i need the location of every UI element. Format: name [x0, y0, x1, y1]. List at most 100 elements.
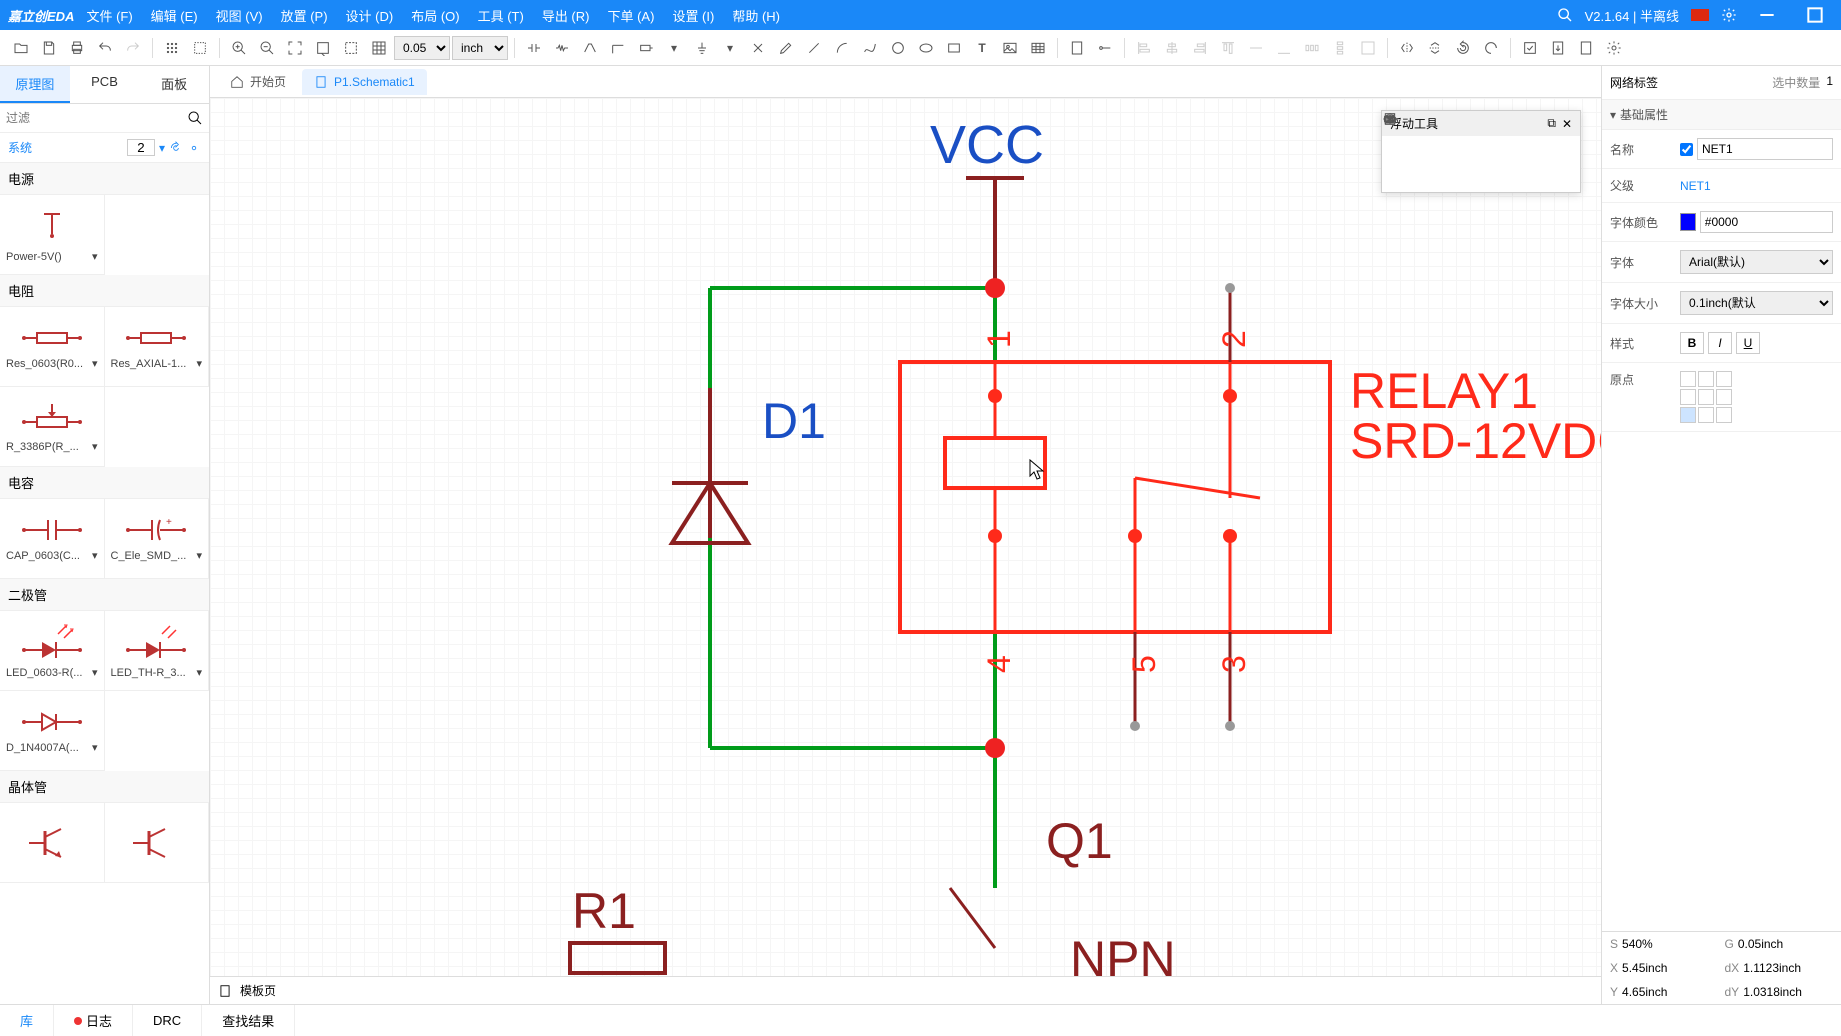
save-icon[interactable]	[36, 35, 62, 61]
lib-item[interactable]: Power-5V()▾	[0, 195, 105, 275]
cat-diode[interactable]: 二极管	[0, 579, 209, 611]
rect-icon[interactable]	[941, 35, 967, 61]
lib-item[interactable]: D_1N4007A(...▾	[0, 691, 105, 771]
zoom-area-icon[interactable]	[310, 35, 336, 61]
fp-net-icon[interactable]	[1492, 142, 1510, 160]
page-input[interactable]	[127, 139, 155, 156]
grid-size-select[interactable]: 0.05	[394, 36, 450, 60]
align-t-icon[interactable]	[1215, 35, 1241, 61]
schematic-canvas[interactable]: VCC D1	[210, 98, 1601, 976]
export-icon[interactable]	[1545, 35, 1571, 61]
bezier-icon[interactable]	[857, 35, 883, 61]
dock-icon[interactable]: ⧉	[1547, 116, 1556, 131]
menu-design[interactable]: 设计 (D)	[346, 6, 394, 25]
grid-align-icon[interactable]	[1355, 35, 1381, 61]
color-swatch[interactable]	[1680, 213, 1696, 231]
select-icon[interactable]	[187, 35, 213, 61]
lib-item[interactable]: LED_TH-R_3...▾	[105, 611, 210, 691]
align-r-icon[interactable]	[1187, 35, 1213, 61]
line-icon[interactable]	[801, 35, 827, 61]
lib-item[interactable]: LED_0603-R(...▾	[0, 611, 105, 691]
menu-layout[interactable]: 布局 (O)	[411, 6, 459, 25]
dist-v-icon[interactable]	[1327, 35, 1353, 61]
menu-place[interactable]: 放置 (P)	[281, 6, 328, 25]
fp-x-icon[interactable]	[1414, 168, 1432, 186]
menu-settings[interactable]: 设置 (I)	[672, 6, 714, 25]
bus-icon[interactable]	[605, 35, 631, 61]
mirror-h-icon[interactable]	[1394, 35, 1420, 61]
cat-capacitor[interactable]: 电容	[0, 467, 209, 499]
noconnect-icon[interactable]	[745, 35, 771, 61]
cat-transistor[interactable]: 晶体管	[0, 771, 209, 803]
lib-item[interactable]: Res_0603(R0...▾	[0, 307, 105, 387]
lib-item[interactable]: R_3386P(R_...▾	[0, 387, 105, 467]
ellipse-icon[interactable]	[913, 35, 939, 61]
pin-icon[interactable]	[1092, 35, 1118, 61]
grid-dots-icon[interactable]	[159, 35, 185, 61]
lib-item[interactable]	[0, 803, 105, 883]
menu-tools[interactable]: 工具 (T)	[478, 6, 524, 25]
bold-button[interactable]: B	[1680, 332, 1704, 354]
float-panel[interactable]: 浮动工具 ⧉ ✕	[1381, 110, 1581, 193]
color-input[interactable]	[1700, 211, 1833, 233]
menu-export[interactable]: 导出 (R)	[542, 6, 590, 25]
tab-schematic[interactable]: 原理图	[0, 66, 70, 103]
align-c-icon[interactable]	[1159, 35, 1185, 61]
print-icon[interactable]	[64, 35, 90, 61]
italic-button[interactable]: I	[1708, 332, 1732, 354]
circle-icon[interactable]	[885, 35, 911, 61]
fp-line-icon[interactable]	[1440, 168, 1458, 186]
power-icon[interactable]: ▾	[661, 35, 687, 61]
chevron-down-icon[interactable]: ▾	[159, 141, 165, 155]
unit-select[interactable]: inch	[452, 36, 508, 60]
undo-icon[interactable]	[92, 35, 118, 61]
search-icon[interactable]	[187, 110, 203, 126]
netlabel-icon[interactable]	[633, 35, 659, 61]
port-icon[interactable]: ▾	[717, 35, 743, 61]
parent-link[interactable]: NET1	[1680, 179, 1711, 193]
cat-resistor[interactable]: 电阻	[0, 275, 209, 307]
zoom-in-icon[interactable]	[226, 35, 252, 61]
lib-item[interactable]: Res_AXIAL-1...▾	[105, 307, 210, 387]
tab-panel[interactable]: 面板	[139, 66, 209, 103]
table-icon[interactable]	[1025, 35, 1051, 61]
menu-order[interactable]: 下单 (A)	[607, 6, 654, 25]
align-b-icon[interactable]	[1271, 35, 1297, 61]
btab-lib[interactable]: 库	[0, 1005, 54, 1036]
maximize-button[interactable]	[1797, 0, 1833, 30]
pen-icon[interactable]	[773, 35, 799, 61]
gear-icon[interactable]	[187, 141, 201, 155]
flag-icon[interactable]	[1691, 9, 1709, 21]
zoom-sel-icon[interactable]	[338, 35, 364, 61]
fp-wire-icon[interactable]	[1388, 142, 1406, 160]
fp-sheet-icon[interactable]	[1388, 168, 1406, 186]
redo-icon[interactable]	[120, 35, 146, 61]
search-icon[interactable]	[1557, 7, 1573, 23]
fp-bus-icon[interactable]	[1414, 142, 1432, 160]
fp-gnd-icon[interactable]	[1440, 142, 1458, 160]
grid-icon[interactable]	[366, 35, 392, 61]
menu-help[interactable]: 帮助 (H)	[732, 6, 780, 25]
name-input[interactable]	[1697, 138, 1833, 160]
arc-icon[interactable]	[829, 35, 855, 61]
gear-icon[interactable]	[1721, 7, 1737, 23]
close-icon[interactable]: ✕	[1562, 117, 1572, 131]
ground-icon[interactable]	[689, 35, 715, 61]
minimize-button[interactable]	[1749, 0, 1785, 30]
font-select[interactable]: Arial(默认)	[1680, 250, 1833, 274]
rotate-l-icon[interactable]	[1450, 35, 1476, 61]
menu-view[interactable]: 视图 (V)	[216, 6, 263, 25]
fp-port-icon[interactable]	[1518, 142, 1536, 160]
filter-input[interactable]	[6, 111, 181, 125]
refresh-icon[interactable]	[169, 141, 183, 155]
system-label[interactable]: 系统	[8, 139, 32, 156]
drc-icon[interactable]	[1517, 35, 1543, 61]
settings-icon[interactable]	[1601, 35, 1627, 61]
lib-item[interactable]: + C_Ele_SMD_...▾	[105, 499, 210, 579]
capacitor-icon[interactable]	[521, 35, 547, 61]
fp-vcc-icon[interactable]	[1466, 142, 1484, 160]
name-checkbox[interactable]	[1680, 143, 1693, 156]
menu-edit[interactable]: 编辑 (E)	[151, 6, 198, 25]
dist-h-icon[interactable]	[1299, 35, 1325, 61]
align-m-icon[interactable]	[1243, 35, 1269, 61]
